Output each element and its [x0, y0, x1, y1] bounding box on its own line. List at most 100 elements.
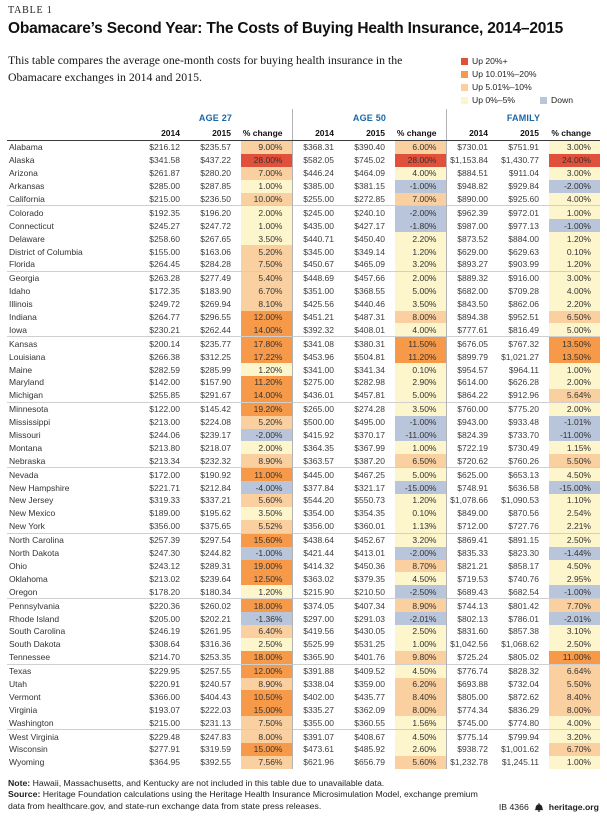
- pct-change-cell: 1.20%: [241, 363, 293, 377]
- value-cell: $709.28: [508, 286, 539, 297]
- value-cell: $215.00: [149, 194, 180, 204]
- value-cell: $362.09: [354, 704, 385, 715]
- value-cell: $247.30: [149, 548, 180, 559]
- value-cell: $457.81: [354, 390, 385, 401]
- value-cell: $730.01: [457, 142, 488, 153]
- table-description: This table compares the average one-mont…: [8, 53, 403, 84]
- pct-change-cell: 8.90%: [395, 598, 447, 613]
- table-row: North Dakota $247.30 $244.82 -1.00% $421.44 $…: [7, 546, 600, 560]
- value-cell: $857.38: [508, 626, 539, 637]
- pct-change-cell: 0.10%: [549, 245, 600, 259]
- value-cell: $1,042.56: [450, 639, 488, 650]
- value-cell: $745.00: [457, 717, 488, 728]
- value-cell: $544.20: [303, 495, 334, 506]
- pct-change-cell: 2.00%: [241, 441, 293, 455]
- value-cell: $220.91: [149, 678, 180, 689]
- value-cell: $297.54: [190, 532, 241, 547]
- pct-change-cell: 8.10%: [241, 297, 293, 311]
- value-cell: $296.55: [200, 312, 231, 323]
- column-header: 2014: [292, 123, 344, 141]
- value-cell: $157.90: [200, 377, 231, 388]
- footnotes: Note: Hawaii, Massachusetts, and Kentuck…: [8, 778, 486, 812]
- pct-change-cell: 1.00%: [549, 755, 600, 769]
- pct-change-cell: -4.00%: [241, 481, 293, 495]
- pct-change-cell: 4.50%: [549, 559, 600, 573]
- state-cell: Wisconsin: [9, 744, 48, 755]
- value-cell: $987.00: [457, 220, 488, 231]
- value-cell: $801.42: [498, 598, 549, 613]
- state-cell: Georgia: [7, 270, 138, 285]
- state-cell: Virginia: [9, 704, 38, 715]
- value-cell: $884.51: [457, 168, 488, 179]
- value-cell: $774.34: [457, 704, 488, 715]
- value-cell: $419.56: [303, 626, 334, 637]
- state-cell: New Hampshire: [9, 482, 70, 493]
- pct-change-cell: -1.01%: [549, 415, 600, 429]
- pct-change-cell: 3.50%: [395, 401, 447, 416]
- pct-change-cell: 12.50%: [241, 572, 293, 586]
- value-cell: $338.04: [303, 678, 334, 689]
- table-row: Louisiana $266.38 $312.25 17.22% $453.96 $504…: [7, 350, 600, 364]
- state-cell: Oregon: [9, 586, 38, 597]
- pct-change-cell: -2.01%: [395, 612, 447, 625]
- value-cell: $636.58: [508, 482, 539, 493]
- pct-change-cell: -2.01%: [549, 612, 600, 625]
- value-cell: $246.19: [149, 626, 180, 637]
- table-row: Idaho $172.35 $183.90 6.70% $351.00 $368.55 5.…: [7, 284, 600, 298]
- value-cell: $413.01: [354, 548, 385, 559]
- value-cell: $122.00: [138, 401, 190, 416]
- pct-change-cell: 11.00%: [549, 650, 600, 665]
- table-row: Montana $213.80 $218.07 2.00% $364.35 $367.99…: [7, 441, 600, 455]
- value-cell: $297.00: [303, 613, 334, 624]
- value-cell: $220.36: [138, 598, 190, 613]
- pct-change-cell: 1.20%: [395, 494, 447, 507]
- pct-change-cell: 2.00%: [241, 205, 293, 220]
- value-cell: $172.00: [138, 467, 190, 482]
- value-cell: $258.60: [149, 233, 180, 244]
- value-cell: $727.76: [508, 521, 539, 532]
- legend-item: Up 20%+: [461, 56, 537, 66]
- pct-change-cell: 10.50%: [241, 690, 293, 704]
- value-cell: $319.59: [200, 744, 231, 755]
- value-cell: $284.28: [200, 259, 231, 270]
- value-cell: $828.32: [498, 663, 549, 678]
- value-cell: $272.85: [354, 194, 385, 204]
- value-cell: $682.00: [457, 286, 488, 297]
- legend-label: Up 10.01%–20%: [472, 69, 537, 79]
- value-cell: $884.00: [508, 233, 539, 244]
- value-cell: $363.57: [303, 455, 334, 466]
- pct-change-cell: 12.00%: [241, 663, 293, 678]
- value-cell: $282.59: [149, 364, 180, 375]
- pct-change-cell: 2.00%: [395, 270, 447, 285]
- table-header: AGE 27 AGE 50 FAMILY 2014 2015% change 2014 20…: [7, 109, 600, 141]
- pct-change-cell: 5.64%: [549, 388, 600, 403]
- value-cell: $180.34: [200, 586, 231, 597]
- state-cell: Utah: [9, 678, 27, 689]
- pct-change-cell: 7.70%: [549, 598, 600, 613]
- pct-change-cell: 11.20%: [241, 376, 293, 389]
- value-cell: $629.63: [508, 246, 539, 257]
- value-cell: $255.85: [149, 390, 180, 401]
- value-cell: $407.34: [344, 598, 395, 613]
- value-cell: $751.91: [508, 142, 539, 153]
- value-cell: $740.76: [508, 573, 539, 584]
- pct-change-cell: 11.00%: [241, 467, 293, 482]
- value-cell: $354.00: [303, 508, 334, 519]
- value-cell: $725.24: [457, 652, 488, 663]
- value-cell: $392.55: [200, 757, 231, 768]
- value-cell: $380.31: [344, 336, 395, 351]
- pct-change-cell: 3.20%: [395, 258, 447, 272]
- value-cell: $775.14: [446, 729, 498, 743]
- pct-change-cell: 1.00%: [549, 363, 600, 377]
- value-cell: $189.00: [149, 508, 180, 519]
- pct-change-cell: 4.00%: [395, 323, 447, 337]
- value-cell: $744.13: [446, 598, 498, 613]
- state-cell: Maryland: [9, 377, 44, 388]
- value-cell: $364.95: [149, 757, 180, 768]
- pct-change-cell: 10.00%: [241, 192, 293, 206]
- pct-change-cell: 8.00%: [395, 310, 447, 324]
- pct-change-cell: 5.52%: [241, 519, 293, 534]
- value-cell: $245.27: [149, 220, 180, 231]
- table-row: Michigan $255.85 $291.67 14.00% $436.01 $457.…: [7, 388, 600, 403]
- state-cell: Mississippi: [9, 417, 51, 428]
